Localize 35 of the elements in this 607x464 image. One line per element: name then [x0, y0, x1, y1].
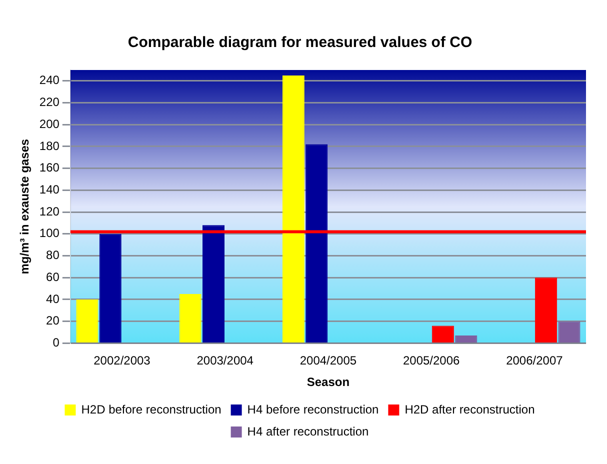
y-tick-label: 220: [39, 95, 60, 110]
bar: [455, 336, 478, 342]
y-axis-title: mg/m³ in exauste gases: [18, 138, 32, 274]
bar: [179, 294, 202, 342]
legend-label: H4 before reconstruction: [247, 402, 379, 416]
legend-label: H2D after reconstruction: [404, 402, 535, 416]
bar: [432, 326, 454, 342]
legend-label: H2D before reconstruction: [81, 402, 222, 416]
x-axis-title: Season: [306, 375, 350, 390]
legend-label: H4 after reconstruction: [247, 424, 369, 438]
bar: [306, 144, 328, 342]
y-tick-label: 100: [39, 226, 60, 240]
chart-title: Comparable diagram for measured values of CO: [128, 34, 472, 52]
bar: [202, 225, 225, 342]
y-tick-label: 180: [39, 138, 60, 153]
y-tick-label: 40: [46, 292, 60, 306]
y-tick-label: 20: [46, 314, 60, 328]
y-tick-label: 0: [52, 336, 60, 350]
x-tick-label: 2006/2007: [506, 354, 564, 368]
bar: [535, 278, 558, 342]
y-tick-label: 240: [39, 73, 60, 88]
x-tick-label: 2004/2005: [300, 354, 357, 368]
y-tick-label: 160: [39, 160, 60, 175]
x-tick-label: 2002/2003: [94, 354, 151, 368]
y-tick-label: 120: [39, 204, 60, 218]
bar: [558, 321, 580, 342]
y-tick-label: 200: [39, 116, 60, 131]
bar: [282, 75, 304, 342]
y-tick-label: 140: [39, 182, 60, 197]
x-tick-label: 2005/2006: [402, 354, 460, 368]
x-tick-label: 2003/2004: [196, 354, 254, 368]
y-tick-label: 60: [46, 270, 60, 284]
y-tick-label: 80: [46, 248, 60, 262]
bar: [76, 299, 98, 342]
bar: [99, 234, 122, 342]
